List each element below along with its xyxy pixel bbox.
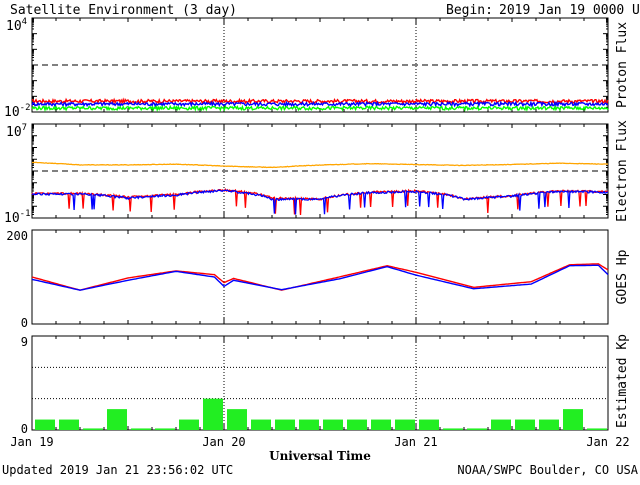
kp-bar — [467, 428, 487, 430]
proton-series-green — [31, 104, 609, 113]
hp-frame — [31, 229, 609, 325]
kp-bar — [155, 428, 175, 430]
begin-label: Begin: — [446, 3, 493, 18]
kp-bar — [131, 428, 151, 430]
kp-bar — [419, 419, 439, 430]
electron-ylabel: Electron Flux — [615, 120, 630, 222]
proton-panel: 104 10-2 — [4, 17, 609, 120]
kp-ytick-label-bottom: 0 — [21, 422, 28, 436]
kp-bar — [347, 419, 367, 430]
kp-ylabel: Estimated Kp — [615, 334, 630, 428]
kp-bar — [323, 419, 343, 430]
credit-text: NOAA/SWPC Boulder, CO USA — [457, 463, 638, 477]
proton-frame — [31, 17, 609, 113]
electron-series-orange — [31, 161, 609, 169]
kp-bar — [443, 428, 463, 430]
hp-series-blue — [31, 264, 609, 291]
kp-bar — [299, 419, 319, 430]
proton-ytick-label-top: 104 — [6, 17, 27, 34]
x-tick-label-0: Jan 19 — [10, 435, 53, 449]
kp-bar — [59, 419, 79, 430]
kp-bar — [371, 419, 391, 430]
x-tick-label-1: Jan 20 — [202, 435, 245, 449]
chart-title: Satellite Environment (3 day) — [10, 3, 237, 18]
kp-bar — [515, 419, 535, 430]
electron-frame — [31, 123, 609, 219]
kp-bar — [563, 409, 583, 430]
kp-bar — [395, 419, 415, 430]
proton-ytick-label-bottom: 10-2 — [4, 103, 31, 120]
updated-timestamp: Updated 2019 Jan 21 23:56:02 UTC — [2, 463, 233, 477]
kp-bar — [539, 419, 559, 430]
kp-bar — [35, 419, 55, 430]
electron-panel: 107 10-1 — [4, 123, 609, 226]
hp-ytick-label-top: 200 — [6, 229, 28, 243]
electron-ytick-label-bottom: 10-1 — [4, 209, 31, 226]
electron-series-blue — [31, 189, 609, 215]
kp-bar — [587, 428, 607, 430]
hp-ylabel: GOES Hp — [615, 249, 630, 304]
x-tick-label-3: Jan 22 — [586, 435, 629, 449]
proton-series-blue — [31, 100, 609, 109]
x-axis-label: Universal Time — [269, 449, 371, 463]
electron-series-red — [31, 188, 609, 216]
hp-ytick-label-bottom: 0 — [21, 316, 28, 330]
kp-bar — [83, 428, 103, 430]
kp-bar — [491, 419, 511, 430]
kp-bar — [107, 409, 127, 430]
x-tick-label-2: Jan 21 — [394, 435, 437, 449]
proton-ylabel: Proton Flux — [615, 22, 630, 108]
electron-ytick-label-top: 107 — [6, 123, 27, 140]
kp-bar — [179, 419, 199, 430]
begin-value: 2019 Jan 19 0000 UTC — [499, 3, 640, 18]
proton-series-red — [32, 97, 609, 106]
kp-ytick-label-top: 9 — [21, 335, 28, 349]
hp-series-red — [31, 263, 609, 291]
kp-panel: 90 — [21, 335, 609, 436]
kp-bar — [227, 409, 247, 430]
kp-bar — [275, 419, 295, 430]
kp-bar — [203, 398, 223, 430]
kp-bar — [251, 419, 271, 430]
